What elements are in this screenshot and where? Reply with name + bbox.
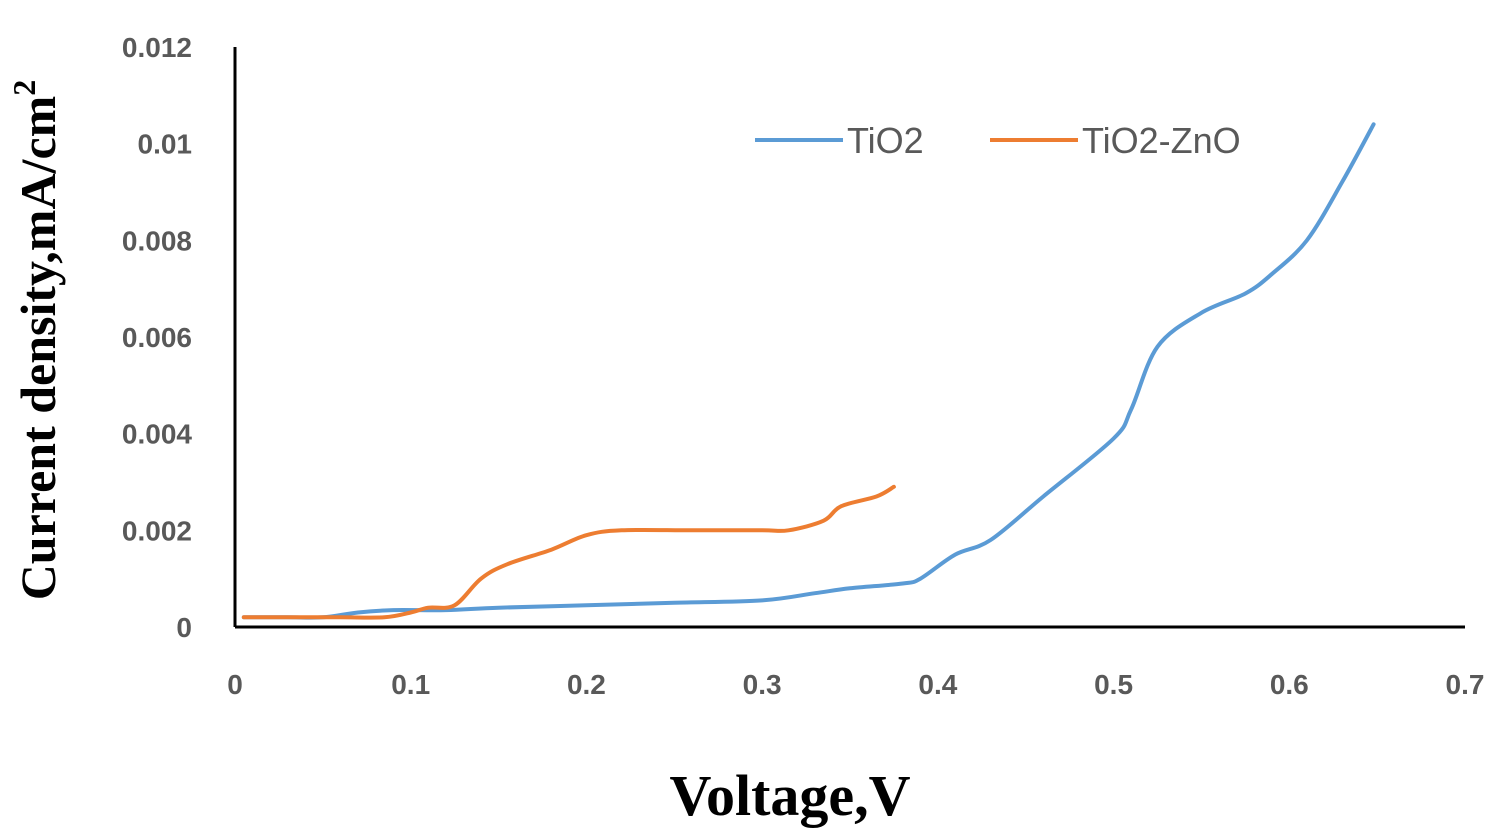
x-tick-label: 0.6 xyxy=(1270,669,1309,700)
y-tick-label: 0.008 xyxy=(122,225,192,256)
x-tick-label: 0.3 xyxy=(743,669,782,700)
y-tick-label: 0.002 xyxy=(122,515,192,546)
x-tick-label: 0.4 xyxy=(918,669,957,700)
x-tick-label: 0.1 xyxy=(391,669,430,700)
y-axis-ticks: 0 0.002 0.004 0.006 0.008 0.01 0.012 xyxy=(122,32,192,643)
y-tick-label: 0.004 xyxy=(122,419,192,450)
x-tick-label: 0.2 xyxy=(567,669,606,700)
y-tick-label: 0.01 xyxy=(138,129,193,160)
y-tick-label: 0 xyxy=(176,612,192,643)
series-group xyxy=(241,122,1376,620)
series-line-tio2 xyxy=(241,122,1376,620)
legend: TiO2 TiO2-ZnO xyxy=(755,120,1241,161)
y-axis-title-main: Current density,mA/cm xyxy=(10,96,66,601)
y-tick-label: 0.006 xyxy=(122,322,192,353)
y-axis-title: Current density,mA/cm2 xyxy=(6,80,66,601)
x-axis-ticks: 0 0.1 0.2 0.3 0.4 0.5 0.6 0.7 xyxy=(227,669,1484,700)
x-tick-label: 0.7 xyxy=(1446,669,1485,700)
series-line-tio2-zno xyxy=(241,484,896,620)
legend-label: TiO2-ZnO xyxy=(1082,120,1241,161)
legend-label: TiO2 xyxy=(847,120,924,161)
x-axis-title: Voltage,V xyxy=(669,763,910,828)
y-axis-title-superscript: 2 xyxy=(6,80,42,96)
x-tick-label: 0 xyxy=(227,669,243,700)
x-tick-label: 0.5 xyxy=(1094,669,1133,700)
y-tick-label: 0.012 xyxy=(122,32,192,63)
